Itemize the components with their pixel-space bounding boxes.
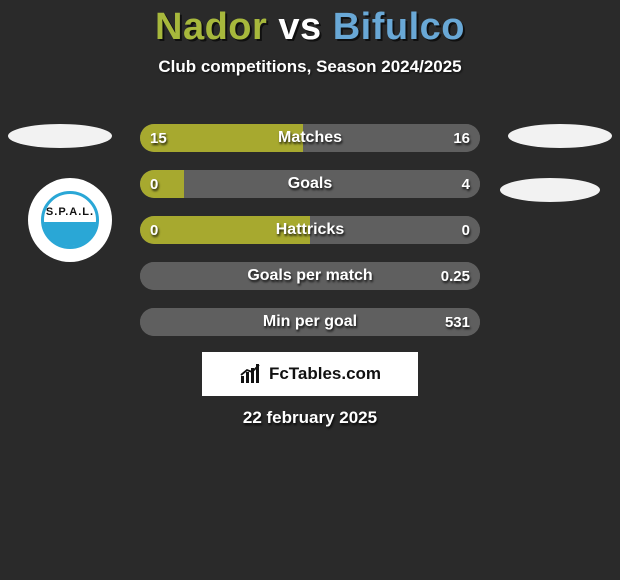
- stat-label: Hattricks: [140, 216, 480, 244]
- page-title: Nador vs Bifulco: [0, 0, 620, 49]
- title-right: Bifulco: [333, 6, 465, 48]
- stats-bars: 1516Matches 04Goals 00Hattricks 0.25Goals p…: [140, 124, 480, 354]
- left-player-placeholder: [8, 124, 112, 148]
- subtitle: Club competitions, Season 2024/2025: [0, 57, 620, 77]
- right-player-placeholder-2: [500, 178, 600, 202]
- branding-text: FcTables.com: [269, 364, 381, 384]
- title-left: Nador: [155, 6, 267, 48]
- stat-label: Goals per match: [140, 262, 480, 290]
- stat-label: Matches: [140, 124, 480, 152]
- club-badge-text: S.P.A.L.: [46, 206, 94, 218]
- stat-bar: 1516Matches: [140, 124, 480, 152]
- club-shield-icon: S.P.A.L.: [41, 191, 99, 249]
- stat-bar: 00Hattricks: [140, 216, 480, 244]
- title-vs: vs: [278, 6, 321, 48]
- club-badge: S.P.A.L.: [28, 178, 112, 262]
- stat-bar: 0.25Goals per match: [140, 262, 480, 290]
- right-player-placeholder-1: [508, 124, 612, 148]
- branding-badge[interactable]: FcTables.com: [202, 352, 418, 396]
- chart-icon: [239, 362, 263, 386]
- stat-bar: 04Goals: [140, 170, 480, 198]
- date-label: 22 february 2025: [0, 408, 620, 428]
- stat-label: Min per goal: [140, 308, 480, 336]
- stat-label: Goals: [140, 170, 480, 198]
- stat-bar: 531Min per goal: [140, 308, 480, 336]
